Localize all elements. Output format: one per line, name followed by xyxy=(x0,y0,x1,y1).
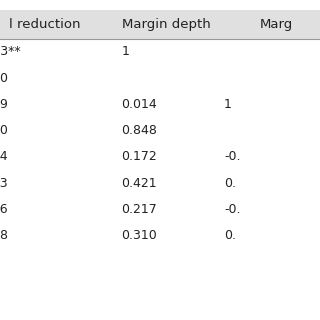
Text: 0.172: 0.172 xyxy=(122,150,157,163)
Text: 0.421: 0.421 xyxy=(122,177,157,189)
Text: .126: .126 xyxy=(0,203,8,216)
Text: .558: .558 xyxy=(0,229,9,242)
Text: -423**: -423** xyxy=(0,45,21,58)
Text: l reduction: l reduction xyxy=(9,18,81,31)
Text: 0.310: 0.310 xyxy=(122,229,157,242)
Text: 0.217: 0.217 xyxy=(122,203,157,216)
Text: .000: .000 xyxy=(0,72,9,84)
Bar xyxy=(0,10,320,39)
Text: .450: .450 xyxy=(0,124,9,137)
Text: Margin depth: Margin depth xyxy=(122,18,211,31)
Text: .293: .293 xyxy=(0,177,8,189)
Text: -0.: -0. xyxy=(224,203,241,216)
Text: 1: 1 xyxy=(224,98,232,111)
Text: Marg: Marg xyxy=(260,18,293,31)
Text: .224: .224 xyxy=(0,150,8,163)
Text: .059: .059 xyxy=(0,98,9,111)
Text: -0.: -0. xyxy=(224,150,241,163)
Text: 0.848: 0.848 xyxy=(122,124,157,137)
Text: 0.: 0. xyxy=(224,229,236,242)
Text: 1: 1 xyxy=(122,45,130,58)
Text: 0.: 0. xyxy=(224,177,236,189)
Text: 0.014: 0.014 xyxy=(122,98,157,111)
